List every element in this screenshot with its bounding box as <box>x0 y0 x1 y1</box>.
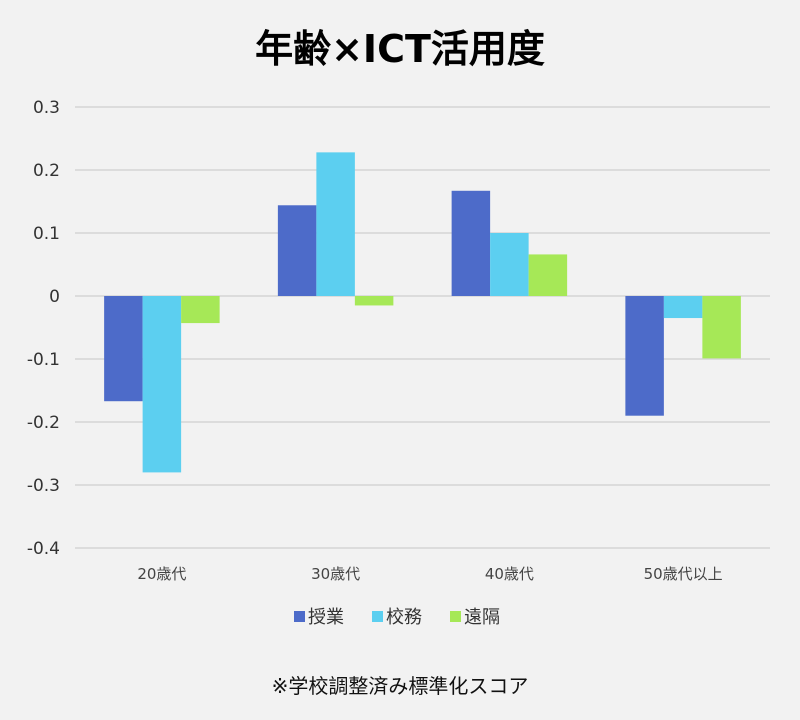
x-category-label: 20歳代 <box>137 565 186 583</box>
y-tick-label: 0 <box>49 287 60 307</box>
y-tick-label: -0.2 <box>27 413 60 433</box>
x-category-label: 30歳代 <box>311 565 360 583</box>
bar-1-3 <box>451 190 491 296</box>
legend-label: 遠隔 <box>464 607 500 628</box>
legend-label: 授業 <box>308 607 344 628</box>
bar-3-4 <box>702 296 741 359</box>
bar-3-1 <box>181 296 220 324</box>
x-category-label: 50歳代以上 <box>644 565 723 583</box>
bar-3-3 <box>528 254 568 296</box>
y-tick-label: 0.1 <box>33 224 60 244</box>
y-tick-label: 0.2 <box>33 161 60 181</box>
legend: 授業 校務 遠隔 <box>294 607 500 628</box>
bars <box>104 152 741 473</box>
legend-swatch <box>294 611 305 622</box>
bar-1-4 <box>625 296 664 416</box>
chart-title: 年齢×ICT活用度 <box>255 27 545 71</box>
bar-2-2 <box>316 152 355 296</box>
y-axis-ticks: 0.3 0.2 0.1 0 -0.1 -0.2 -0.3 -0.4 <box>27 98 60 559</box>
x-category-label: 40歳代 <box>485 565 534 583</box>
legend-swatch <box>450 611 461 622</box>
legend-label: 校務 <box>386 607 422 628</box>
bar-1-2 <box>277 205 317 296</box>
legend-swatch <box>372 611 383 622</box>
bar-2-4 <box>663 296 703 319</box>
y-tick-label: 0.3 <box>33 98 60 118</box>
y-tick-label: -0.4 <box>27 539 60 559</box>
x-axis-categories: 20歳代 30歳代 40歳代 50歳代以上 <box>137 565 722 583</box>
bar-3-2 <box>354 296 394 306</box>
bar-2-3 <box>490 233 529 296</box>
bar-2-1 <box>142 296 182 473</box>
y-tick-label: -0.1 <box>27 350 60 370</box>
bar-1-1 <box>104 296 143 402</box>
footnote: ※学校調整済み標準化スコア <box>272 674 529 698</box>
y-tick-label: -0.3 <box>27 476 60 496</box>
